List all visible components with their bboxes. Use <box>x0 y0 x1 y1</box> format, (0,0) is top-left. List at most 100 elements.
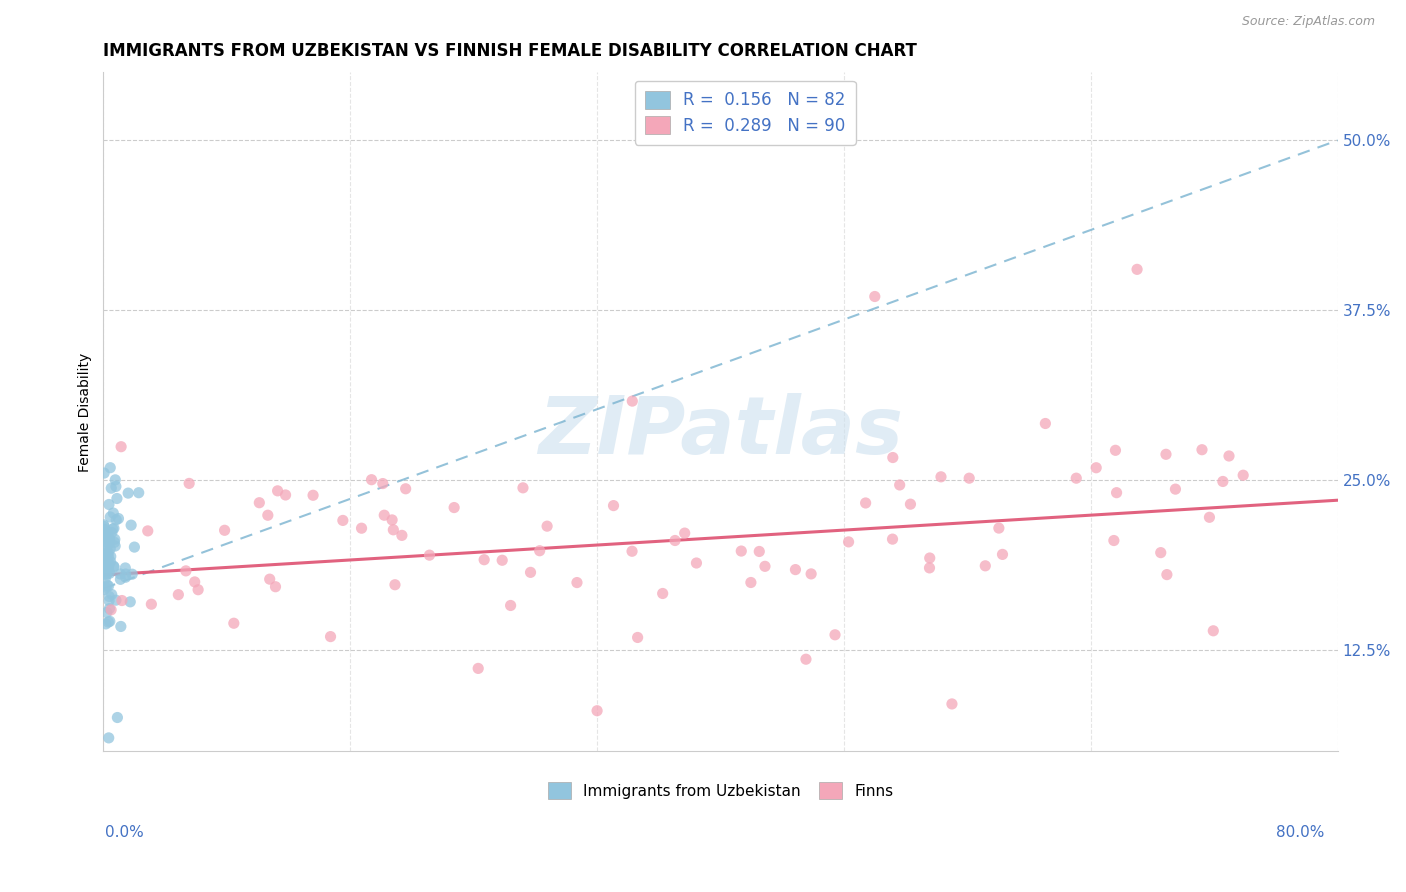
Point <box>264 580 287 594</box>
Point <box>98 533 121 547</box>
Point <box>101 522 124 536</box>
Point <box>114 561 136 575</box>
Point <box>863 289 886 303</box>
Point <box>174 564 197 578</box>
Point <box>1035 417 1057 431</box>
Point <box>1218 449 1240 463</box>
Point <box>104 593 127 607</box>
Point <box>98 615 121 629</box>
Point <box>114 567 136 582</box>
Point <box>274 488 297 502</box>
Point <box>381 513 404 527</box>
Point <box>124 540 146 554</box>
Point <box>740 575 762 590</box>
Point <box>96 558 118 572</box>
Point <box>391 528 413 542</box>
Point <box>491 553 513 567</box>
Point <box>371 476 394 491</box>
Point <box>266 483 288 498</box>
Point <box>96 555 118 569</box>
Legend: Immigrants from Uzbekistan, Finns: Immigrants from Uzbekistan, Finns <box>541 776 900 805</box>
Point <box>519 566 541 580</box>
Point <box>529 543 551 558</box>
Point <box>443 500 465 515</box>
Point <box>1104 443 1126 458</box>
Point <box>929 470 952 484</box>
Point <box>373 508 395 523</box>
Point <box>360 473 382 487</box>
Point <box>97 498 120 512</box>
Point <box>104 539 127 553</box>
Point <box>98 565 121 579</box>
Point <box>259 572 281 586</box>
Point <box>110 619 132 633</box>
Point <box>957 471 980 485</box>
Point <box>93 528 115 542</box>
Point <box>107 511 129 525</box>
Point <box>974 558 997 573</box>
Text: IMMIGRANTS FROM UZBEKISTAN VS FINNISH FEMALE DISABILITY CORRELATION CHART: IMMIGRANTS FROM UZBEKISTAN VS FINNISH FE… <box>104 42 917 60</box>
Point <box>97 615 120 629</box>
Point <box>121 567 143 582</box>
Point <box>96 567 118 582</box>
Point <box>602 499 624 513</box>
Point <box>98 566 121 581</box>
Point <box>730 544 752 558</box>
Point <box>97 579 120 593</box>
Point <box>120 595 142 609</box>
Point <box>97 549 120 564</box>
Point <box>247 496 270 510</box>
Point <box>565 575 588 590</box>
Point <box>105 513 128 527</box>
Point <box>882 450 904 465</box>
Point <box>536 519 558 533</box>
Point <box>838 535 860 549</box>
Text: Source: ZipAtlas.com: Source: ZipAtlas.com <box>1241 15 1375 28</box>
Point <box>141 597 163 611</box>
Point <box>302 488 325 502</box>
Point <box>110 572 132 586</box>
Point <box>754 559 776 574</box>
Point <box>100 555 122 569</box>
Point <box>101 525 124 540</box>
Point <box>512 481 534 495</box>
Point <box>93 558 115 572</box>
Point <box>96 578 118 592</box>
Point <box>256 508 278 523</box>
Point <box>794 652 817 666</box>
Point <box>93 517 115 532</box>
Point <box>685 556 707 570</box>
Point <box>987 521 1010 535</box>
Point <box>97 528 120 542</box>
Point <box>941 697 963 711</box>
Point <box>96 606 118 620</box>
Point <box>103 560 125 574</box>
Point <box>98 510 121 524</box>
Point <box>98 534 121 549</box>
Y-axis label: Female Disability: Female Disability <box>79 352 93 472</box>
Point <box>855 496 877 510</box>
Point <box>105 491 128 506</box>
Point <box>748 544 770 558</box>
Point <box>586 704 609 718</box>
Point <box>97 532 120 546</box>
Point <box>472 552 495 566</box>
Point <box>1064 471 1087 485</box>
Point <box>94 572 117 586</box>
Point <box>104 533 127 547</box>
Point <box>93 549 115 564</box>
Point <box>824 628 846 642</box>
Point <box>120 518 142 533</box>
Point <box>97 562 120 576</box>
Point <box>103 559 125 574</box>
Point <box>110 566 132 581</box>
Point <box>104 479 127 493</box>
Point <box>1202 624 1225 638</box>
Point <box>1212 475 1234 489</box>
Point <box>384 578 406 592</box>
Point <box>785 563 807 577</box>
Point <box>128 485 150 500</box>
Point <box>395 482 418 496</box>
Point <box>97 731 120 745</box>
Point <box>94 558 117 573</box>
